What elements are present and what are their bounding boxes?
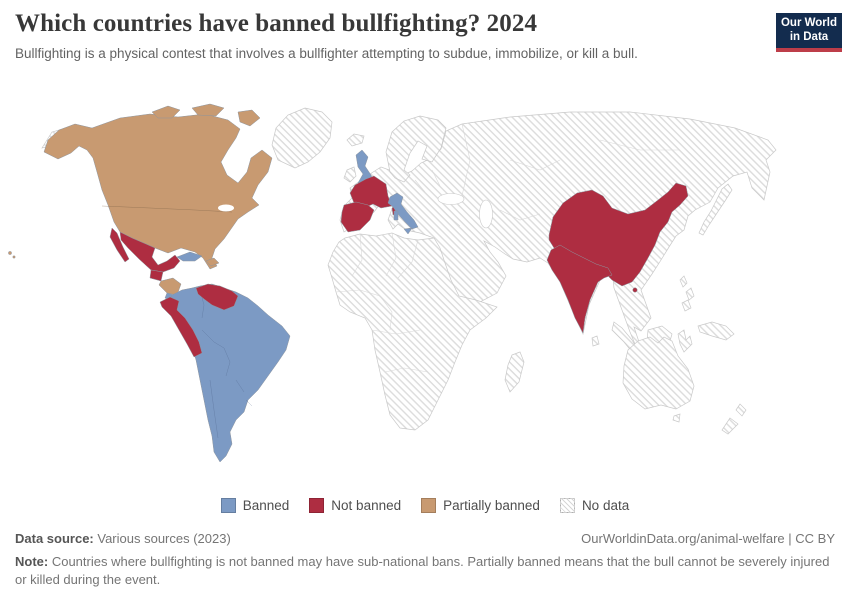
map-region-tasmania[interactable]	[672, 413, 681, 423]
map-region-madagascar[interactable]	[504, 351, 525, 393]
map-internal-borders	[335, 123, 680, 373]
map-region-ireland[interactable]	[343, 166, 357, 183]
map-country-ecuador-peru[interactable]	[159, 296, 203, 358]
legend-swatch-partially_banned	[421, 497, 437, 513]
map-region-new-zealand[interactable]	[721, 403, 747, 435]
legend-label-partially_banned: Partially banned	[443, 497, 540, 513]
map-region-sulawesi[interactable]	[677, 329, 693, 353]
note-value: Countries where bullfighting is not bann…	[15, 554, 830, 587]
legend-item-no_data[interactable]: No data	[559, 497, 630, 513]
map-country-mexico[interactable]	[119, 231, 181, 273]
sa-border-2	[201, 329, 225, 349]
map-country-canada-usa[interactable]	[43, 113, 273, 270]
map-region-japan[interactable]	[698, 183, 733, 236]
world-map	[0, 95, 850, 495]
map-region-philippines[interactable]	[679, 275, 695, 312]
map-country-guatemala[interactable]	[149, 269, 164, 282]
sa-border-3	[223, 347, 231, 377]
map-region-greenland[interactable]	[271, 107, 333, 169]
map-country-india[interactable]	[546, 244, 613, 334]
chart-header: Which countries have banned bullfighting…	[15, 10, 760, 63]
map-country-italy[interactable]	[387, 192, 419, 230]
map-region-arctic-islands[interactable]	[151, 103, 261, 127]
data-source: Data source: Various sources (2023)	[15, 531, 231, 546]
legend-label-banned: Banned	[242, 497, 290, 513]
legend-swatch-no_data	[559, 497, 575, 513]
map-south-america	[159, 283, 291, 463]
owid-logo[interactable]: Our World in Data	[776, 13, 842, 52]
legend-item-not_banned[interactable]: Not banned	[309, 497, 402, 513]
usa-canada-border	[101, 205, 233, 213]
owid-logo-line2: in Data	[789, 30, 829, 43]
map-region-sardinia[interactable]	[393, 210, 399, 221]
great-lakes	[218, 204, 234, 212]
map-seas	[437, 193, 493, 229]
map-region-hainan[interactable]	[632, 287, 638, 293]
map-region-new-guinea[interactable]	[697, 321, 735, 341]
map-region-sri-lanka[interactable]	[591, 335, 600, 347]
map-region-iceland[interactable]	[346, 133, 365, 147]
map-country-cuba[interactable]	[176, 251, 203, 262]
chart-subtitle: Bullfighting is a physical contest that …	[15, 46, 638, 61]
map-region-south-america-banned[interactable]	[169, 283, 291, 463]
world-map-svg	[8, 103, 777, 463]
map-region-hawaii[interactable]	[8, 251, 12, 255]
owid-logo-line1: Our World	[780, 17, 837, 30]
data-source-value: Various sources (2023)	[93, 531, 231, 546]
legend-item-partially_banned[interactable]: Partially banned	[421, 497, 540, 513]
map-country-venezuela[interactable]	[195, 283, 239, 311]
owid-link[interactable]: OurWorldinData.org/animal-welfare | CC B…	[581, 531, 835, 546]
sa-border-4	[209, 379, 219, 439]
chart-note: Note: Countries where bullfighting is no…	[15, 553, 835, 588]
legend: Banned Not banned Partially banned No data	[0, 494, 850, 516]
sa-border-5	[235, 379, 253, 407]
legend-label-not_banned: Not banned	[331, 497, 402, 513]
legend-swatch-not_banned	[309, 497, 325, 513]
map-asia	[546, 182, 689, 334]
map-country-dominican-republic[interactable]	[205, 257, 220, 267]
legend-swatch-banned	[220, 497, 236, 513]
caspian-sea	[479, 199, 493, 229]
legend-label-no_data: No data	[581, 497, 630, 513]
map-region-baja-california[interactable]	[109, 227, 130, 263]
map-region-scandinavia[interactable]	[385, 115, 447, 183]
legend-item-banned[interactable]: Banned	[220, 497, 290, 513]
map-region-sicily[interactable]	[403, 227, 413, 235]
map-region-hawaii-2[interactable]	[12, 255, 16, 259]
chart-footer: Data source: Various sources (2023) OurW…	[15, 531, 835, 588]
data-source-label: Data source:	[15, 531, 94, 546]
map-country-france[interactable]	[349, 175, 393, 209]
black-sea	[437, 193, 465, 205]
note-label: Note:	[15, 554, 49, 569]
chart-title: Which countries have banned bullfighting…	[15, 10, 538, 37]
map-country-spain-portugal[interactable]	[340, 201, 375, 233]
map-region-australia[interactable]	[622, 336, 695, 410]
map-americas	[8, 103, 273, 305]
map-europe	[340, 149, 419, 235]
